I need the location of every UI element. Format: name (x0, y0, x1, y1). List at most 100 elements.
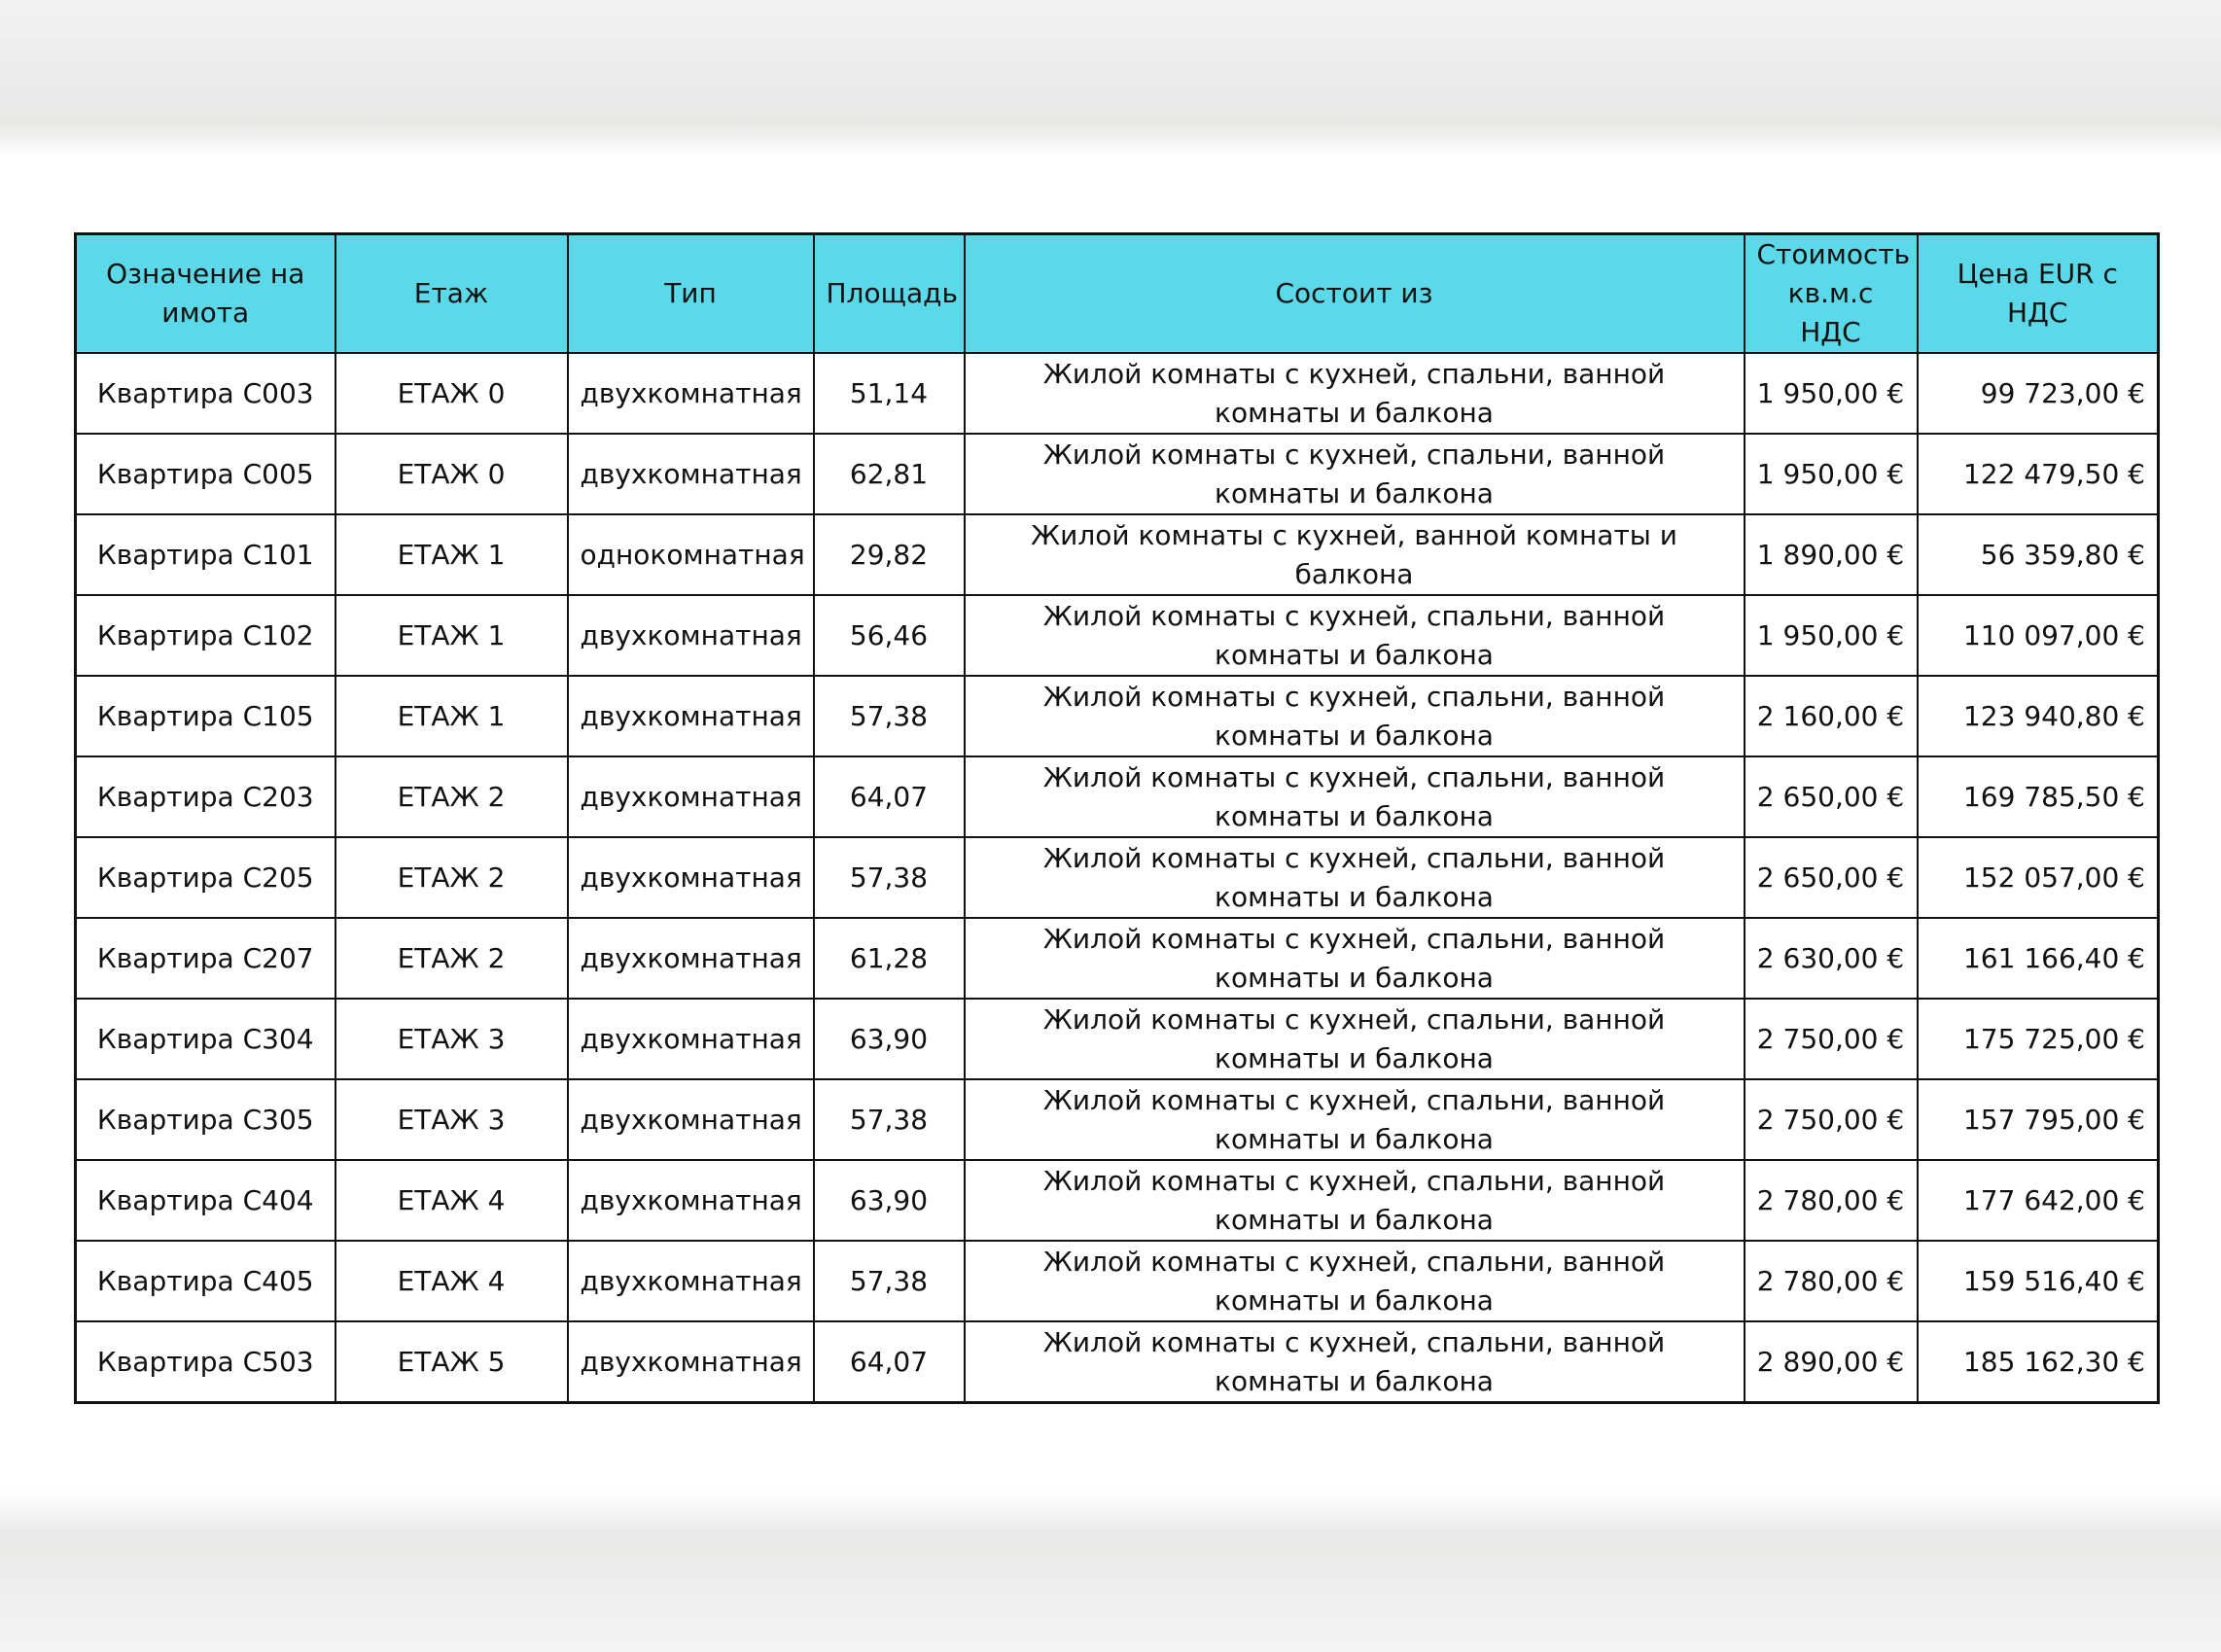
table-body: Квартира С003 ЕТАЖ 0 двухкомнатная 51,14 Жил… (74, 352, 2160, 1404)
table-cell: 185 162,30 € (1916, 1320, 2160, 1404)
table-cell: двухкомнатная (566, 433, 815, 515)
table-cell: Квартира С205 (74, 836, 336, 919)
table-row: Квартира С305 ЕТАЖ 3 двухкомнатная 57,38 Жил… (74, 1078, 2160, 1161)
table-row: Квартира С105 ЕТАЖ 1 двухкомнатная 57,38 Жил… (74, 675, 2160, 757)
table-cell: Жилой комнаты с кухней, спальни, ванной … (963, 1320, 1745, 1404)
price-table: Означение на имота Етаж Тип Площадь Состоит … (74, 232, 2160, 1404)
table-cell: 63,90 (812, 998, 966, 1080)
table-cell: однокомнатная (566, 513, 815, 596)
decor-top (0, 0, 2221, 156)
table-cell: 122 479,50 € (1916, 433, 2160, 515)
table-cell: ЕТАЖ 0 (334, 352, 569, 435)
table-cell: Квартира С305 (74, 1078, 336, 1161)
table-cell: Жилой комнаты с кухней, спальни, ванной … (963, 1159, 1745, 1242)
header-cell: Тип (566, 232, 815, 354)
table-row: Квартира С005 ЕТАЖ 0 двухкомнатная 62,81 Жил… (74, 433, 2160, 515)
table-cell: 177 642,00 € (1916, 1159, 2160, 1242)
table-cell: Квартира С105 (74, 675, 336, 757)
table-cell: Жилой комнаты с кухней, спальни, ванной … (963, 836, 1745, 919)
table-cell: 2 750,00 € (1743, 1078, 1919, 1161)
table-cell: Квартира С102 (74, 594, 336, 677)
table-cell: ЕТАЖ 2 (334, 836, 569, 919)
table-cell: двухкомнатная (566, 756, 815, 838)
table-cell: 56 359,80 € (1916, 513, 2160, 596)
table-row: Квартира С207 ЕТАЖ 2 двухкомнатная 61,28 Жил… (74, 917, 2160, 1000)
table-cell: 161 166,40 € (1916, 917, 2160, 1000)
table-cell: 62,81 (812, 433, 966, 515)
table-cell: 1 950,00 € (1743, 352, 1919, 435)
table-cell: Жилой комнаты с кухней, спальни, ванной … (963, 998, 1745, 1080)
table-cell: 2 780,00 € (1743, 1159, 1919, 1242)
table-cell: Жилой комнаты с кухней, спальни, ванной … (963, 352, 1745, 435)
table-cell: двухкомнатная (566, 594, 815, 677)
table-cell: 152 057,00 € (1916, 836, 2160, 919)
table-cell: ЕТАЖ 3 (334, 1078, 569, 1161)
table-cell: 2 650,00 € (1743, 836, 1919, 919)
table-cell: ЕТАЖ 1 (334, 594, 569, 677)
table-cell: Квартира С404 (74, 1159, 336, 1242)
table-cell: Жилой комнаты с кухней, спальни, ванной … (963, 433, 1745, 515)
decor-bottom (0, 1493, 2221, 1652)
table-cell: 57,38 (812, 1078, 966, 1161)
table-cell: двухкомнатная (566, 1078, 815, 1161)
header-cell: Состоит из (963, 232, 1745, 354)
table-cell: 110 097,00 € (1916, 594, 2160, 677)
table-cell: двухкомнатная (566, 917, 815, 1000)
table-cell: 1 950,00 € (1743, 433, 1919, 515)
table-cell: 2 160,00 € (1743, 675, 1919, 757)
table-cell: 57,38 (812, 675, 966, 757)
table-cell: 63,90 (812, 1159, 966, 1242)
table-cell: 51,14 (812, 352, 966, 435)
table-cell: ЕТАЖ 3 (334, 998, 569, 1080)
table-cell: Квартира С203 (74, 756, 336, 838)
table-cell: ЕТАЖ 2 (334, 756, 569, 838)
table-cell: двухкомнатная (566, 998, 815, 1080)
table-cell: двухкомнатная (566, 352, 815, 435)
table-cell: 2 890,00 € (1743, 1320, 1919, 1404)
table-cell: 57,38 (812, 836, 966, 919)
table-row: Квартира С304 ЕТАЖ 3 двухкомнатная 63,90 Жил… (74, 998, 2160, 1080)
table-cell: 57,38 (812, 1240, 966, 1322)
table-cell: 2 630,00 € (1743, 917, 1919, 1000)
table-cell: 175 725,00 € (1916, 998, 2160, 1080)
table-cell: Жилой комнаты с кухней, ванной комнаты и… (963, 513, 1745, 596)
header-cell: Означение на имота (74, 232, 336, 354)
table-cell: 64,07 (812, 1320, 966, 1404)
table-row: Квартира С101 ЕТАЖ 1 однокомнатная 29,82 Жил… (74, 513, 2160, 596)
table-row: Квартира С405 ЕТАЖ 4 двухкомнатная 57,38 Жил… (74, 1240, 2160, 1322)
table-cell: Квартира С003 (74, 352, 336, 435)
table-cell: двухкомнатная (566, 1240, 815, 1322)
table-cell: 2 780,00 € (1743, 1240, 1919, 1322)
table-cell: Квартира С405 (74, 1240, 336, 1322)
table-row: Квартира С102 ЕТАЖ 1 двухкомнатная 56,46 Жил… (74, 594, 2160, 677)
table-cell: ЕТАЖ 1 (334, 513, 569, 596)
table-cell: 99 723,00 € (1916, 352, 2160, 435)
table-cell: 169 785,50 € (1916, 756, 2160, 838)
table-cell: Жилой комнаты с кухней, спальни, ванной … (963, 675, 1745, 757)
table-cell: ЕТАЖ 4 (334, 1240, 569, 1322)
table-cell: ЕТАЖ 2 (334, 917, 569, 1000)
table-cell: ЕТАЖ 5 (334, 1320, 569, 1404)
table-cell: ЕТАЖ 4 (334, 1159, 569, 1242)
table-cell: 123 940,80 € (1916, 675, 2160, 757)
table-cell: 56,46 (812, 594, 966, 677)
table-cell: двухкомнатная (566, 1320, 815, 1404)
table-cell: 64,07 (812, 756, 966, 838)
table-cell: 61,28 (812, 917, 966, 1000)
table-cell: 29,82 (812, 513, 966, 596)
table-cell: Жилой комнаты с кухней, спальни, ванной … (963, 594, 1745, 677)
table-row: Квартира С003 ЕТАЖ 0 двухкомнатная 51,14 Жил… (74, 352, 2160, 435)
table-row: Квартира С205 ЕТАЖ 2 двухкомнатная 57,38 Жил… (74, 836, 2160, 919)
table-cell: Жилой комнаты с кухней, спальни, ванной … (963, 917, 1745, 1000)
header-cell: Площадь (812, 232, 966, 354)
table-cell: двухкомнатная (566, 836, 815, 919)
header-row: Означение на имота Етаж Тип Площадь Состоит … (74, 232, 2160, 354)
table-cell: двухкомнатная (566, 675, 815, 757)
table-cell: Жилой комнаты с кухней, спальни, ванной … (963, 1240, 1745, 1322)
table-cell: Квартира С503 (74, 1320, 336, 1404)
table-cell: 1 890,00 € (1743, 513, 1919, 596)
table-cell: 2 750,00 € (1743, 998, 1919, 1080)
table-cell: ЕТАЖ 0 (334, 433, 569, 515)
table-cell: 159 516,40 € (1916, 1240, 2160, 1322)
